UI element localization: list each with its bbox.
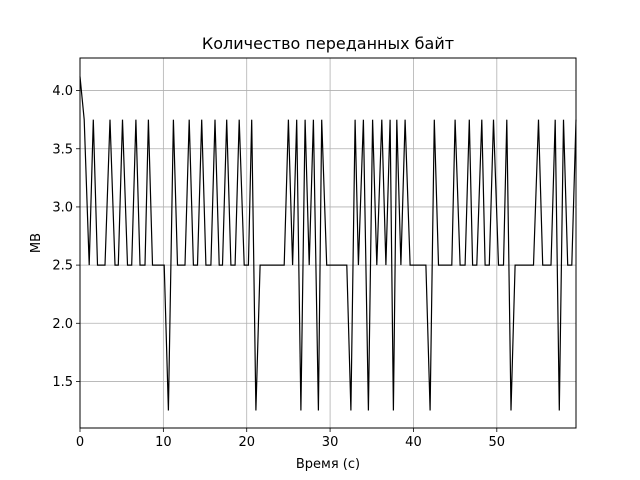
plot-frame bbox=[79, 57, 577, 429]
x-axis-label: Время (с) bbox=[296, 457, 360, 472]
grid-lines bbox=[79, 58, 576, 428]
series-line bbox=[79, 76, 577, 411]
y-tick-label: 4.0 bbox=[52, 84, 73, 99]
y-axis: 1.5 2.0 2.5 3.0 3.5 4.0 bbox=[52, 84, 80, 390]
x-tick-label: 20 bbox=[238, 435, 255, 450]
y-axis-label: MB bbox=[29, 233, 44, 253]
y-tick-label: 1.5 bbox=[52, 375, 73, 390]
x-tick-label: 10 bbox=[155, 435, 172, 450]
x-tick-label: 50 bbox=[489, 435, 506, 450]
chart-title: Количество переданных байт bbox=[202, 34, 454, 53]
x-axis: 0 10 20 30 40 50 bbox=[76, 428, 505, 450]
y-tick-label: 3.5 bbox=[52, 142, 73, 157]
x-tick-label: 40 bbox=[405, 435, 422, 450]
y-tick-label: 2.0 bbox=[52, 317, 73, 332]
y-tick-label: 2.5 bbox=[52, 259, 73, 274]
y-tick-label: 3.0 bbox=[52, 200, 73, 215]
x-tick-label: 0 bbox=[76, 435, 84, 450]
x-tick-label: 30 bbox=[322, 435, 339, 450]
